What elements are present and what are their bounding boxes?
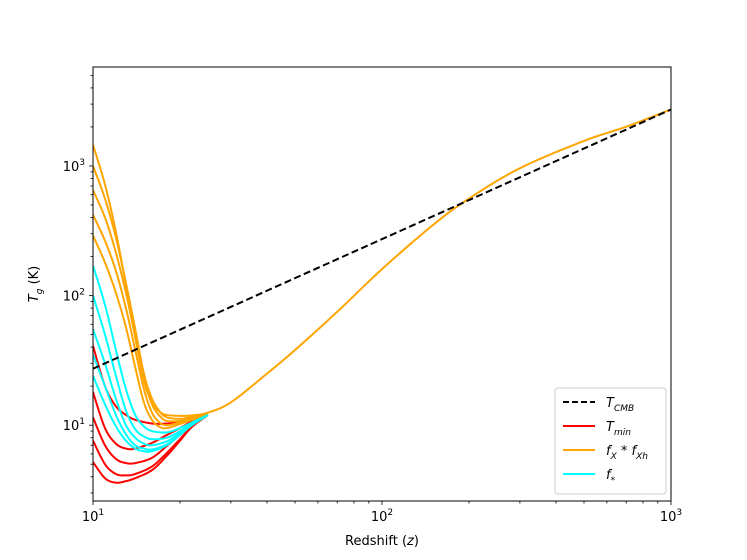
legend-label-fx: fX * fXh (606, 444, 648, 462)
y-tick-label: 101 (63, 417, 85, 434)
legend-label-tmin: Tmin (606, 420, 631, 438)
legend-label-fstar: f* (606, 468, 616, 486)
series-line-f-x-f-xh-12 (93, 165, 209, 420)
series-line-f--10 (93, 375, 209, 453)
legend-box (554, 387, 667, 495)
series-line-f--7 (93, 295, 209, 441)
series-line-f-x-f-xh-11 (93, 108, 671, 417)
y-tick-label: 102 (63, 288, 85, 305)
x-axis-label: Redshift (z) (345, 534, 419, 549)
series-line-f-x-f-xh-13 (93, 189, 209, 423)
y-tick-label: 103 (63, 158, 85, 175)
series-layer (93, 108, 671, 484)
series-line-t-min-5 (93, 414, 209, 484)
legend-label-tcmb: TCMB (606, 396, 634, 414)
series-line-f-x-f-xh-14 (93, 214, 209, 427)
y-axis-label: Tg (K) (27, 266, 45, 302)
series-line-t-cmb-0 (93, 108, 671, 370)
series-line-f--6 (93, 265, 209, 434)
ticks-layer: 101 102 103 101 102 103 (63, 74, 682, 525)
x-tick-label: 102 (371, 508, 393, 525)
legend: TCMB Tmin fX * fXh f* (554, 387, 667, 495)
x-tick-label: 103 (660, 508, 682, 525)
x-tick-label: 101 (82, 508, 104, 525)
series-line-f-x-f-xh-15 (93, 235, 209, 430)
